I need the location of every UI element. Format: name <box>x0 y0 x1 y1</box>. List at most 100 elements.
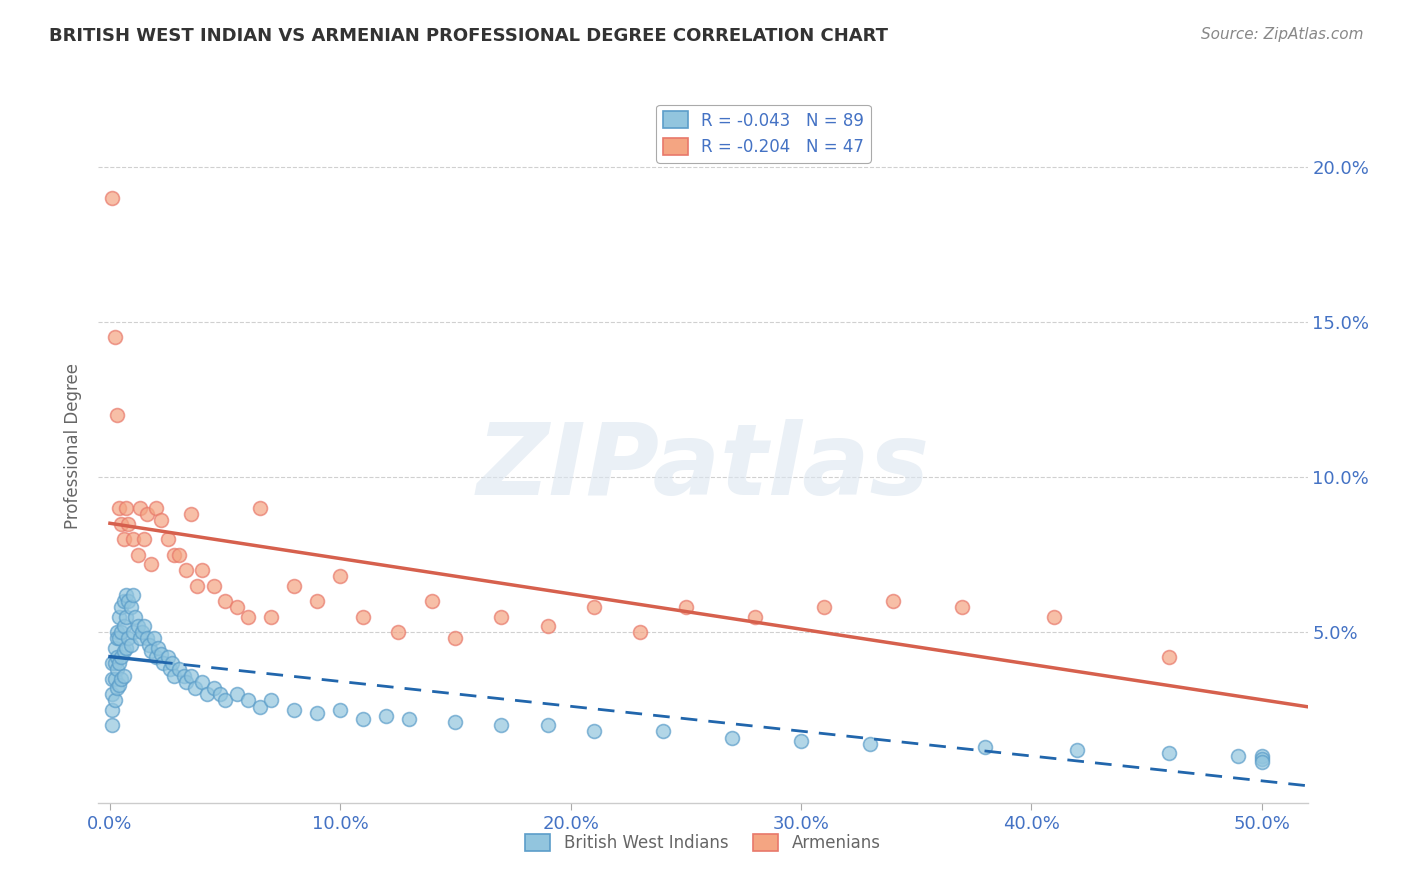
Point <box>236 609 259 624</box>
Point <box>167 662 190 676</box>
Point <box>108 656 131 670</box>
Point <box>352 712 374 726</box>
Point <box>105 408 128 422</box>
Point <box>202 579 225 593</box>
Point <box>174 563 197 577</box>
Point <box>1250 752 1272 766</box>
Point <box>103 330 125 344</box>
Point <box>191 563 214 577</box>
Point <box>491 718 513 732</box>
Point <box>101 687 124 701</box>
Point <box>110 600 132 615</box>
Point <box>128 501 150 516</box>
Point <box>582 724 605 739</box>
Point <box>202 681 225 695</box>
Point <box>214 693 236 707</box>
Point <box>174 674 197 689</box>
Point <box>184 681 207 695</box>
Point <box>115 588 138 602</box>
Point <box>209 687 232 701</box>
Point <box>135 508 157 522</box>
Point <box>307 706 329 720</box>
Point <box>103 640 125 655</box>
Point <box>103 656 125 670</box>
Point <box>141 557 163 571</box>
Point <box>131 625 153 640</box>
Point <box>110 516 132 531</box>
Point <box>180 508 202 522</box>
Point <box>110 625 132 640</box>
Point <box>112 532 135 546</box>
Point <box>101 672 124 686</box>
Point <box>859 737 882 751</box>
Point <box>122 532 145 546</box>
Point <box>225 600 247 615</box>
Point <box>145 650 167 665</box>
Point <box>127 619 149 633</box>
Point <box>1066 743 1088 757</box>
Point <box>536 619 558 633</box>
Text: ZIPatlas: ZIPatlas <box>477 419 929 516</box>
Point <box>260 609 283 624</box>
Point <box>103 672 125 686</box>
Point <box>491 609 513 624</box>
Point <box>127 548 149 562</box>
Point <box>117 516 139 531</box>
Point <box>112 619 135 633</box>
Point <box>101 656 124 670</box>
Point <box>249 699 271 714</box>
Point <box>117 632 139 646</box>
Point <box>108 501 131 516</box>
Point <box>167 548 190 562</box>
Point <box>444 632 467 646</box>
Point <box>173 668 195 682</box>
Point <box>120 600 142 615</box>
Legend: British West Indians, Armenians: British West Indians, Armenians <box>519 827 887 859</box>
Point <box>387 625 409 640</box>
Point <box>128 632 150 646</box>
Point <box>115 609 138 624</box>
Point <box>1159 746 1181 760</box>
Point <box>225 687 247 701</box>
Point <box>1250 756 1272 770</box>
Point <box>236 693 259 707</box>
Point <box>651 724 673 739</box>
Point <box>159 662 181 676</box>
Point <box>101 718 124 732</box>
Point <box>283 579 305 593</box>
Point <box>790 733 813 747</box>
Point <box>163 548 186 562</box>
Point <box>398 712 420 726</box>
Point <box>112 668 135 682</box>
Point <box>105 625 128 640</box>
Point <box>142 632 165 646</box>
Point <box>152 656 174 670</box>
Point <box>115 501 138 516</box>
Point <box>108 609 131 624</box>
Point <box>112 594 135 608</box>
Point <box>195 687 218 701</box>
Point <box>974 739 997 754</box>
Point <box>156 532 179 546</box>
Point <box>141 644 163 658</box>
Point <box>112 644 135 658</box>
Point <box>120 638 142 652</box>
Point <box>582 600 605 615</box>
Point <box>1227 749 1250 764</box>
Point <box>108 678 131 692</box>
Point <box>122 588 145 602</box>
Point <box>101 703 124 717</box>
Point <box>283 703 305 717</box>
Point <box>160 656 183 670</box>
Point <box>101 191 124 205</box>
Point <box>124 609 146 624</box>
Point <box>149 647 172 661</box>
Point <box>422 594 444 608</box>
Point <box>149 513 172 527</box>
Point <box>214 594 236 608</box>
Point <box>260 693 283 707</box>
Point <box>134 532 156 546</box>
Point <box>156 650 179 665</box>
Point <box>1043 609 1066 624</box>
Point <box>115 640 138 655</box>
